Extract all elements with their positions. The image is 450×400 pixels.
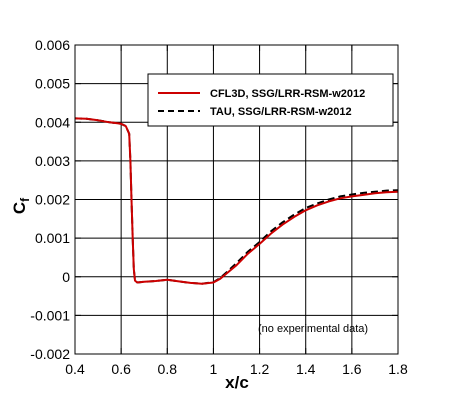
axis-ticks xyxy=(74,44,399,355)
y-tick-label: 0.001 xyxy=(35,230,70,246)
y-tick-label: 0.004 xyxy=(35,114,70,130)
y-axis-label-main: C xyxy=(10,202,29,214)
legend-label-tau: TAU, SSG/LRR-RSM-w2012 xyxy=(210,106,352,118)
x-tick-label: 1.2 xyxy=(250,361,270,377)
x-tick-label: 0.6 xyxy=(111,361,131,377)
y-tick-label: 0.006 xyxy=(35,37,70,53)
annotation-no-experimental-data: (no experimental data) xyxy=(258,323,368,335)
x-tick-label: 1.8 xyxy=(388,361,408,377)
x-tick-label: 0.8 xyxy=(158,361,178,377)
y-tick-label: 0.002 xyxy=(35,192,70,208)
x-tick-label: 1.4 xyxy=(296,361,316,377)
legend-label-cfl3d: CFL3D, SSG/LRR-RSM-w2012 xyxy=(210,88,365,100)
x-tick-labels: 0.4 0.6 0.8 1 1.2 1.4 1.6 1.8 xyxy=(65,361,408,377)
y-axis-label-subscript: f xyxy=(18,197,32,202)
x-axis-label: x/c xyxy=(225,373,249,392)
y-tick-label: 0 xyxy=(62,269,70,285)
y-tick-labels: -0.002 -0.001 0 0.001 0.002 0.003 0.004 0.005 0.… xyxy=(30,37,70,362)
legend-box xyxy=(147,73,394,127)
series-lines xyxy=(74,117,399,285)
y-tick-label: -0.002 xyxy=(30,346,70,362)
y-axis-label: Cf xyxy=(10,197,32,214)
x-tick-label: 1 xyxy=(210,361,218,377)
legend: CFL3D, SSG/LRR-RSM-w2012 TAU, SSG/LRR-RS… xyxy=(147,73,394,127)
x-tick-label: 1.6 xyxy=(342,361,362,377)
y-tick-label: 0.003 xyxy=(35,153,70,169)
series-line-cfl3d xyxy=(74,117,399,285)
x-tick-label: 0.4 xyxy=(65,361,85,377)
y-tick-label: 0.005 xyxy=(35,76,70,92)
y-tick-label: -0.001 xyxy=(30,307,70,323)
